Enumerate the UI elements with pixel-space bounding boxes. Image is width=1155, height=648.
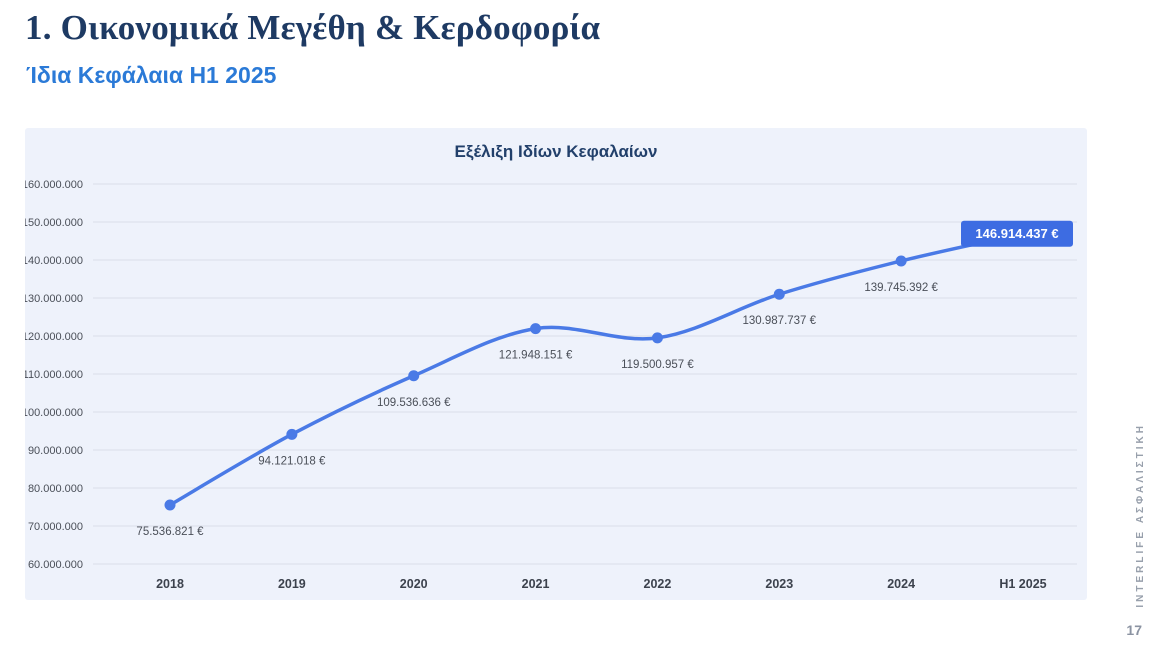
data-point-marker (286, 428, 298, 440)
chart-panel: Εξέλιξη Ιδίων Κεφαλαίων 160.000.000 150.0… (25, 128, 1087, 600)
y-tick-label: 130.000.000 (25, 293, 83, 305)
page-subtitle: Ίδια Κεφάλαια H1 2025 (26, 62, 277, 88)
y-tick-label: 90.000.000 (28, 445, 83, 457)
data-point-marker (773, 288, 785, 300)
data-point-label: 119.500.957 € (621, 359, 694, 371)
y-tick-label: 150.000.000 (25, 217, 83, 229)
data-point-marker (164, 499, 176, 511)
x-tick-label: 2023 (765, 577, 793, 591)
x-tick-label: 2018 (156, 577, 184, 591)
data-point-label: 121.948.151 € (499, 350, 573, 362)
chart-title: Εξέλιξη Ιδίων Κεφαλαίων (454, 142, 658, 161)
x-tick-label: 2019 (278, 577, 306, 591)
data-point-marker (651, 332, 663, 344)
brand-vertical-text: INTERLIFE ΑΣΦΑΛΙΣΤΙΚΗ (1135, 423, 1146, 608)
y-tick-label: 140.000.000 (25, 255, 83, 267)
y-tick-label: 80.000.000 (28, 483, 83, 495)
data-point-label: 94.121.018 € (258, 455, 326, 467)
highlight-value-badge: 146.914.437 € (961, 220, 1073, 247)
y-tick-label: 100.000.000 (25, 407, 83, 419)
svg-text:146.914.437 €: 146.914.437 € (975, 226, 1058, 241)
y-tick-label: 160.000.000 (25, 179, 83, 191)
y-tick-label: 110.000.000 (25, 369, 83, 381)
y-tick-label: 70.000.000 (28, 521, 83, 533)
equity-line (168, 231, 1025, 507)
data-point-label: 75.536.821 € (136, 526, 204, 538)
data-point-marker (530, 323, 542, 335)
page-number: 17 (1126, 622, 1142, 638)
x-tick-label: 2021 (522, 577, 550, 591)
equity-line-chart: 160.000.000 150.000.000 140.000.000 130.000… (25, 179, 1077, 591)
y-tick-label: 60.000.000 (28, 559, 83, 571)
data-point-marker (895, 255, 907, 267)
y-tick-label: 120.000.000 (25, 331, 83, 343)
x-tick-label: 2022 (644, 577, 672, 591)
x-tick-label: 2024 (887, 577, 915, 591)
data-point-marker (408, 370, 420, 382)
data-point-label: 109.536.636 € (377, 397, 451, 409)
data-point-label: 139.745.392 € (864, 282, 938, 294)
page-title: 1. Οικονομικά Μεγέθη & Κερδοφορία (25, 8, 601, 47)
data-point-label: 130.987.737 € (743, 315, 817, 327)
x-tick-label: 2020 (400, 577, 428, 591)
x-tick-label: H1 2025 (999, 577, 1046, 591)
